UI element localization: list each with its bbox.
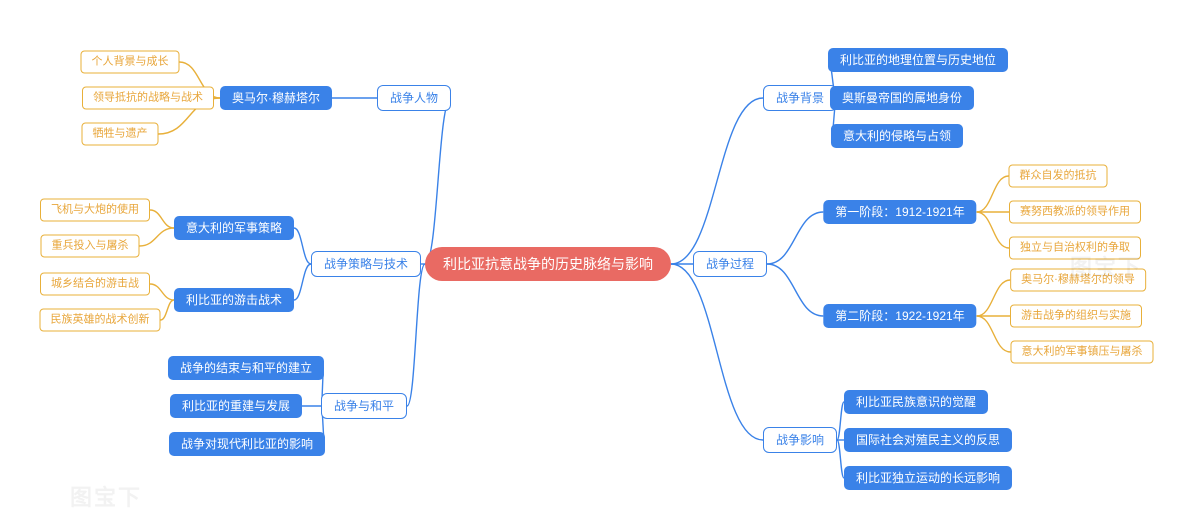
leaf-peace-20: 利比亚的重建与发展 xyxy=(170,394,302,418)
branch-peace: 战争与和平 xyxy=(321,393,407,419)
leaf-p2-6: 奥马尔·穆赫塔尔的领导 xyxy=(1010,269,1146,292)
leaf-bg-1: 奥斯曼帝国的属地身份 xyxy=(830,86,974,110)
branch-bg: 战争背景 xyxy=(763,85,837,111)
leaf-ly-17: 城乡结合的游击战 xyxy=(40,273,150,296)
leaf-it-15: 飞机与大炮的使用 xyxy=(40,199,150,222)
leaf-p2-7: 游击战争的组织与实施 xyxy=(1010,305,1142,328)
leaf-eff-10: 国际社会对殖民主义的反思 xyxy=(844,428,1012,452)
sub-p2: 第二阶段：1922-1921年 xyxy=(823,304,976,328)
leaf-p1-4: 赛努西教派的领导作用 xyxy=(1009,201,1141,224)
leaf-omar-13: 领导抵抗的战略与战术 xyxy=(82,87,214,110)
leaf-bg-2: 意大利的侵略与占领 xyxy=(831,124,963,148)
leaf-omar-12: 个人背景与成长 xyxy=(81,51,180,74)
branch-ppl: 战争人物 xyxy=(377,85,451,111)
leaf-omar-14: 牺牲与遗产 xyxy=(82,123,159,146)
leaf-eff-11: 利比亚独立运动的长远影响 xyxy=(844,466,1012,490)
sub-p1: 第一阶段：1912-1921年 xyxy=(823,200,976,224)
root-node: 利比亚抗意战争的历史脉络与影响 xyxy=(425,247,671,281)
sub-it: 意大利的军事策略 xyxy=(174,216,294,240)
sub-omar: 奥马尔·穆赫塔尔 xyxy=(220,86,332,110)
leaf-it-16: 重兵投入与屠杀 xyxy=(41,235,140,258)
branch-proc: 战争过程 xyxy=(693,251,767,277)
mindmap-stage: 利比亚抗意战争的历史脉络与影响战争背景战争过程战争影响战争人物战争策略与技术战争… xyxy=(0,0,1200,523)
watermark: 图宝下 xyxy=(70,480,142,512)
leaf-peace-21: 战争对现代利比亚的影响 xyxy=(169,432,325,456)
leaf-peace-19: 战争的结束与和平的建立 xyxy=(168,356,324,380)
sub-ly: 利比亚的游击战术 xyxy=(174,288,294,312)
leaf-p1-5: 独立与自治权利的争取 xyxy=(1009,237,1141,260)
branch-tac: 战争策略与技术 xyxy=(311,251,421,277)
leaf-p2-8: 意大利的军事镇压与屠杀 xyxy=(1011,341,1154,364)
leaf-ly-18: 民族英雄的战术创新 xyxy=(40,309,161,332)
leaf-p1-3: 群众自发的抵抗 xyxy=(1009,165,1108,188)
leaf-eff-9: 利比亚民族意识的觉醒 xyxy=(844,390,988,414)
branch-eff: 战争影响 xyxy=(763,427,837,453)
leaf-bg-0: 利比亚的地理位置与历史地位 xyxy=(828,48,1008,72)
